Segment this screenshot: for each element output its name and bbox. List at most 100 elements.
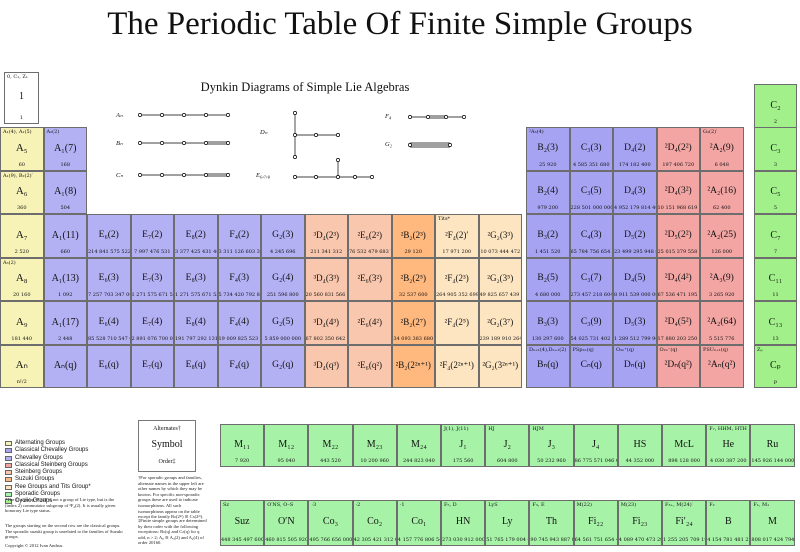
classical-col0-cell-0[interactable]: ²A₃(4) B₂(3) 25 920 xyxy=(526,127,570,171)
chevalley-col4-cell-3[interactable]: G₂(q) xyxy=(261,344,305,388)
cyclic-cell-4[interactable]: C₁₁ 11 xyxy=(754,257,797,301)
sporadic-row2-cell-1[interactable]: O′NS, O–S O′N 460 815 505 920 xyxy=(264,500,309,546)
alt-cell-3[interactable]: A₃(2) A₈ 20 160 xyxy=(0,257,44,301)
chevalley-col1-cell-1[interactable]: E₇(3) 1 271 575 671 553 108 xyxy=(130,257,174,301)
suzuki-cell-3[interactable]: ²B₂(2²ⁿ⁺¹) xyxy=(391,344,435,388)
chevalley-col3-cell-1[interactable]: F₄(3) 5 734 420 792 816 671 844 761 600 xyxy=(217,257,261,301)
classical-col4-cell-4[interactable]: ²A₂(64) 5 515 776 xyxy=(700,301,744,345)
classical-col4-cell-3[interactable]: ²A₃(9) 3 265 920 xyxy=(700,257,744,301)
sporadic-row2-cell-0[interactable]: Sz Suz 448 345 497 600 xyxy=(220,500,265,546)
classical-col4-cell-5[interactable]: PSUₙ₊₁(q) ²Aₙ(q²) xyxy=(700,344,744,388)
ree-f4-cell-1[interactable]: ²F₄(2³) 264 905 352 699 586 176 614 400 xyxy=(435,257,479,301)
alt-cell-2[interactable]: A₇ 2 520 xyxy=(0,214,44,258)
steinberg-col0-cell-3[interactable]: ³D₄(q³) xyxy=(304,344,348,388)
chevalley-col1-cell-0[interactable]: E₇(2) 7 997 476 531 xyxy=(130,214,174,258)
sporadic-row2-cell-12[interactable]: F₁, M₁ M 808 017 424 794 512 875 886 459 9… xyxy=(750,500,795,546)
chevalley-col0-cell-1[interactable]: E₆(3) 7 257 703 347 000 xyxy=(87,257,131,301)
steinberg-col1-cell-3[interactable]: ²E₆(q²) xyxy=(348,344,392,388)
cyclic-cell-6[interactable]: Zₚ Cₚ p xyxy=(754,344,797,388)
cyclic-cell-5[interactable]: C₁₃ 13 xyxy=(754,301,797,345)
a1-cell-1[interactable]: A₁(8) 504 xyxy=(43,170,87,214)
sporadic-row1-cell-1[interactable]: M₁₂ 95 040 xyxy=(264,424,309,467)
ree-f4-cell-3[interactable]: ²F₄(2²ⁿ⁺¹) xyxy=(435,344,479,388)
a1-cell-3[interactable]: A₁(13) 1 092 xyxy=(43,257,87,301)
chevalley-col2-cell-2[interactable]: E₈(4) 191 797 292 131 076 xyxy=(174,301,218,345)
classical-col3-cell-3[interactable]: ²D₄(4²) 67 536 471 195 648 000 xyxy=(656,257,700,301)
sporadic-row1-cell-9[interactable]: HS 44 352 000 xyxy=(617,424,662,467)
classical-col2-cell-0[interactable]: D₄(2) 174 182 400 xyxy=(613,127,657,171)
sporadic-row1-cell-4[interactable]: M₂₄ 244 823 040 xyxy=(396,424,441,467)
sporadic-row1-cell-11[interactable]: F₇, HHM, HTH He 4 030 387 200 xyxy=(706,424,751,467)
a1-cell-2[interactable]: A₁(11) 660 xyxy=(43,214,87,258)
ree-g2-cell-1[interactable]: ²G₂(3⁵) 49 825 657 439 340 552 xyxy=(478,257,522,301)
classical-col4-cell-0[interactable]: G₂(2)′ ²A₂(9) 6 048 xyxy=(700,127,744,171)
chevalley-col2-cell-3[interactable]: E₈(q) xyxy=(174,344,218,388)
a1-cell-4[interactable]: A₁(17) 2 448 xyxy=(43,301,87,345)
classical-col0-cell-2[interactable]: B₃(2) 1 451 520 xyxy=(526,214,570,258)
ree-f4-cell-2[interactable]: ²F₄(2⁵) xyxy=(435,301,479,345)
sporadic-row2-cell-7[interactable]: F₃, E Th 90 745 943 887 872 000 xyxy=(529,500,574,546)
cyclic-cell-1[interactable]: C₃ 3 xyxy=(754,127,797,171)
ree-f4-cell-0[interactable]: Tits* ²F₄(2)′ 17 971 200 xyxy=(435,214,479,258)
cyclic-cell-2[interactable]: C₅ 5 xyxy=(754,170,797,214)
classical-col1-cell-3[interactable]: C₃(7) 273 457 218 604 953 600 xyxy=(569,257,613,301)
classical-col1-cell-4[interactable]: C₃(9) 54 025 731 402 499 584 000 xyxy=(569,301,613,345)
classical-col3-cell-0[interactable]: ²D₄(2²) 197 406 720 xyxy=(656,127,700,171)
sporadic-row2-cell-9[interactable]: M(23) Fi₂₃ 4 089 470 473 293 004 800 xyxy=(617,500,662,546)
classical-col2-cell-1[interactable]: D₄(3) 4 952 179 814 400 xyxy=(613,170,657,214)
classical-col3-cell-1[interactable]: ²D₄(3²) 10 151 968 619 520 xyxy=(656,170,700,214)
classical-col3-cell-5[interactable]: O₂ₙ⁻(q) ²Dₙ(q²) xyxy=(656,344,700,388)
a1-cell-5[interactable]: Aₙ(q) xyxy=(43,344,87,388)
classical-col2-cell-5[interactable]: O₂ₙ⁺(q) Dₙ(q) xyxy=(613,344,657,388)
chevalley-col2-cell-0[interactable]: E₈(2) 3 377 425 431 464 xyxy=(174,214,218,258)
classical-col0-cell-5[interactable]: Dₙ₊₁(4),Dₙ₊₁(2) Bₙ(q) xyxy=(526,344,570,388)
chevalley-col4-cell-1[interactable]: G₂(4) 251 596 800 xyxy=(261,257,305,301)
classical-col0-cell-1[interactable]: B₂(4) 979 200 xyxy=(526,170,570,214)
classical-col1-cell-1[interactable]: C₃(5) 228 501 000 000 000 xyxy=(569,170,613,214)
steinberg-col0-cell-1[interactable]: ³D₄(3³) 20 560 831 566 912 xyxy=(304,257,348,301)
sporadic-row2-cell-3[interactable]: ·2 Co₂ 42 305 421 312 000 xyxy=(352,500,397,546)
classical-col4-cell-2[interactable]: ²A₂(25) 126 000 xyxy=(700,214,744,258)
cyclic-cell-0[interactable]: C₂ 2 xyxy=(754,84,797,128)
ree-g2-cell-3[interactable]: ²G₂(3²ⁿ⁺¹) xyxy=(478,344,522,388)
alt-cell-5[interactable]: Aₙ n!/2 xyxy=(0,344,44,388)
chevalley-col0-cell-3[interactable]: E₆(q) xyxy=(87,344,131,388)
classical-col0-cell-4[interactable]: B₃(3) 130 297 600 xyxy=(526,301,570,345)
sporadic-row1-cell-3[interactable]: M₂₃ 10 200 960 xyxy=(352,424,397,467)
chevalley-col3-cell-3[interactable]: F₄(q) xyxy=(217,344,261,388)
sporadic-row1-cell-8[interactable]: J₄ 86 775 571 046 077 562 880 xyxy=(573,424,618,467)
chevalley-col4-cell-2[interactable]: G₂(5) 5 859 000 000 xyxy=(261,301,305,345)
classical-col1-cell-2[interactable]: C₄(3) 65 784 756 654 489 600 xyxy=(569,214,613,258)
alt-cell-1[interactable]: A₁(9), B₂(2)′ A₆ 360 xyxy=(0,170,44,214)
classical-col2-cell-3[interactable]: D₄(5) 8 911 539 000 000 000 000 xyxy=(613,257,657,301)
sporadic-row1-cell-7[interactable]: HJM J₃ 50 232 960 xyxy=(529,424,574,467)
sporadic-row1-cell-10[interactable]: McL 898 128 000 xyxy=(662,424,707,467)
classical-col3-cell-4[interactable]: ²D₄(5²) 17 880 203 250 000 000 000 xyxy=(656,301,700,345)
classical-col1-cell-5[interactable]: PSp₂ₙ(q) Cₙ(q) xyxy=(569,344,613,388)
sporadic-row2-cell-4[interactable]: ·1 Co₁ 4 157 776 806 543 360 000 xyxy=(396,500,441,546)
steinberg-col0-cell-2[interactable]: ³D₄(4³) 67 802 350 642 790 400 xyxy=(304,301,348,345)
sporadic-row1-cell-5[interactable]: J(1), J(11) J₁ 175 560 xyxy=(441,424,486,467)
trivial-group-cell[interactable]: 0, C₁, Z₁ 1 1 xyxy=(4,72,39,124)
sporadic-row1-cell-0[interactable]: M₁₁ 7 920 xyxy=(220,424,265,467)
sporadic-row2-cell-8[interactable]: M(22) Fi₂₂ 64 561 751 654 400 xyxy=(573,500,618,546)
classical-col1-cell-0[interactable]: C₃(3) 4 585 351 680 xyxy=(569,127,613,171)
sporadic-row1-cell-6[interactable]: HJ J₂ 604 800 xyxy=(485,424,530,467)
chevalley-col3-cell-2[interactable]: F₄(4) 19 009 825 523 840 945 451 297 669 … xyxy=(217,301,261,345)
classical-col2-cell-4[interactable]: D₅(3) 1 289 512 799 961 305 139 200 xyxy=(613,301,657,345)
suzuki-cell-1[interactable]: ²B₂(2⁵) 32 537 600 xyxy=(391,257,435,301)
sporadic-row2-cell-2[interactable]: ·3 Co₃ 495 766 656 000 xyxy=(308,500,353,546)
ree-g2-cell-2[interactable]: ²G₂(3⁷) 239 189 910 264 352 349 332 632 xyxy=(478,301,522,345)
alt-cell-0[interactable]: A₁(4), A₁(5) A₅ 60 xyxy=(0,127,44,171)
chevalley-col3-cell-0[interactable]: F₄(2) 3 311 126 603 366 400 xyxy=(217,214,261,258)
sporadic-row1-cell-2[interactable]: M₂₂ 443 520 xyxy=(308,424,353,467)
steinberg-col1-cell-2[interactable]: ²E₆(4²) xyxy=(348,301,392,345)
cyclic-cell-3[interactable]: C₇ 7 xyxy=(754,214,797,258)
chevalley-col0-cell-0[interactable]: E₆(2) 214 841 575 522 xyxy=(87,214,131,258)
chevalley-col1-cell-3[interactable]: E₇(q) xyxy=(130,344,174,388)
chevalley-col1-cell-2[interactable]: E₇(4) 2 891 076 700 002 xyxy=(130,301,174,345)
sporadic-row2-cell-6[interactable]: LyS Ly 51 765 179 004 000 000 xyxy=(485,500,530,546)
classical-col4-cell-1[interactable]: ²A₂(16) 62 400 xyxy=(700,170,744,214)
steinberg-col0-cell-0[interactable]: ³D₄(2³) 211 341 312 xyxy=(304,214,348,258)
a1-cell-0[interactable]: A₂(2) A₁(7) 168 xyxy=(43,127,87,171)
